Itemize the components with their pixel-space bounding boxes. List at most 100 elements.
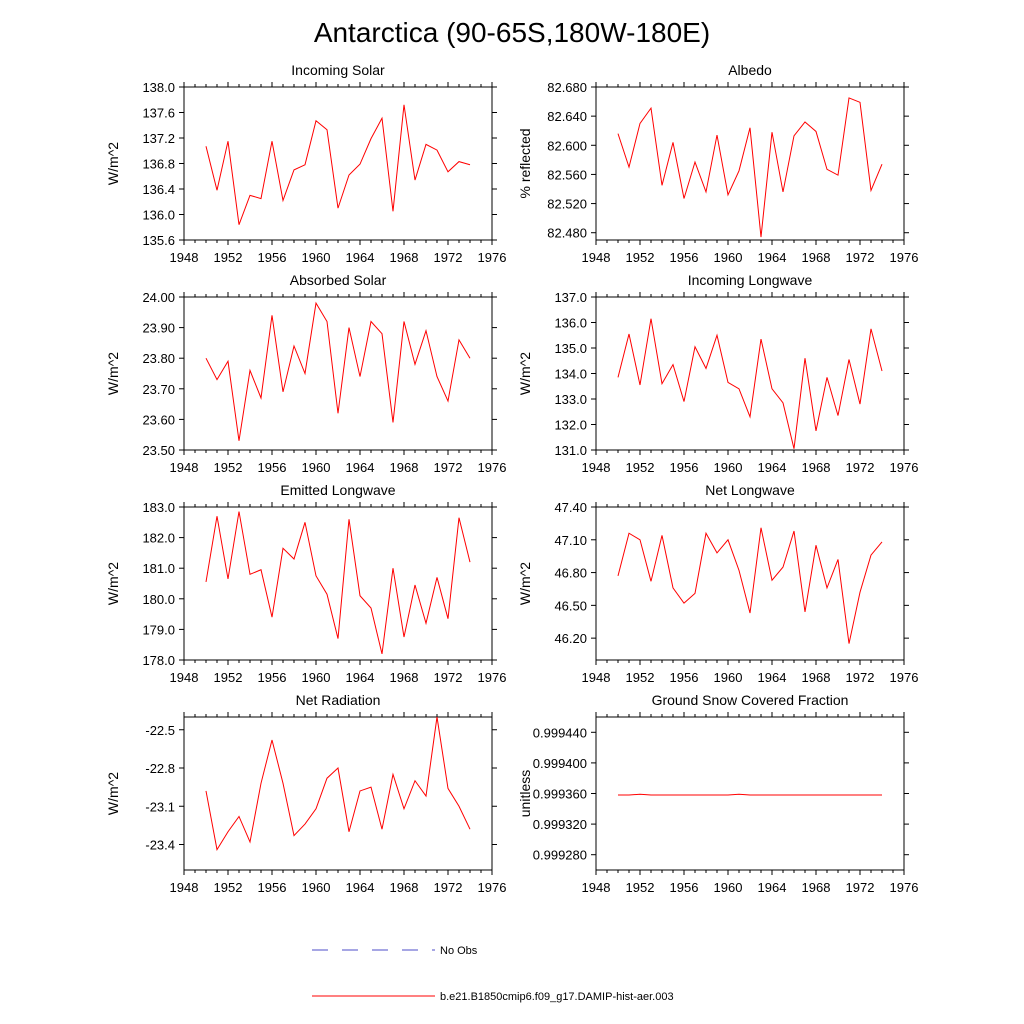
x-tick-label: 1956 (258, 460, 287, 475)
y-tick-label: 46.80 (554, 566, 587, 581)
y-axis-label: W/m^2 (105, 772, 121, 815)
y-tick-label: 23.70 (142, 382, 175, 397)
x-tick-label: 1948 (582, 460, 611, 475)
x-tick-label: 1952 (626, 880, 655, 895)
y-tick-label: 82.680 (547, 80, 587, 95)
y-tick-label: 138.0 (142, 80, 175, 95)
x-tick-label: 1976 (478, 670, 507, 685)
x-tick-label: 1968 (802, 670, 831, 685)
panel-title: Ground Snow Covered Fraction (652, 692, 849, 708)
legend: No Obs b.e21.B1850cmip6.f09_g17.DAMIP-hi… (312, 945, 674, 1003)
x-tick-label: 1956 (670, 250, 699, 265)
panel-title: Incoming Longwave (688, 272, 813, 288)
legend-model-label: b.e21.B1850cmip6.f09_g17.DAMIP-hist-aer.… (440, 991, 674, 1003)
y-tick-label: 0.999440 (533, 725, 587, 740)
x-tick-label: 1956 (258, 250, 287, 265)
x-tick-label: 1976 (890, 250, 919, 265)
chart-panel: Incoming Solar 1948 1952 1956 1960 1964 1968 19… (105, 62, 506, 265)
y-tick-label: 137.6 (142, 106, 175, 121)
x-tick-label: 1956 (258, 670, 287, 685)
y-tick-label: 23.90 (142, 321, 175, 336)
x-tick-label: 1964 (346, 670, 375, 685)
y-tick-label: 23.50 (142, 443, 175, 458)
x-tick-label: 1964 (758, 670, 787, 685)
x-tick-label: 1948 (170, 250, 199, 265)
y-tick-label: 82.520 (547, 197, 587, 212)
x-tick-label: 1948 (170, 460, 199, 475)
y-tick-label: 135.6 (142, 233, 175, 248)
y-tick-label: 0.999400 (533, 756, 587, 771)
x-tick-label: 1960 (714, 460, 743, 475)
x-tick-label: 1960 (714, 670, 743, 685)
x-tick-label: 1968 (802, 460, 831, 475)
chart-panel: Net Radiation 1948 1952 1956 1960 1964 1968 197… (105, 692, 506, 895)
x-tick-label: 1956 (670, 880, 699, 895)
y-axis-label: W/m^2 (105, 142, 121, 185)
x-tick-label: 1956 (258, 880, 287, 895)
plot-frame (595, 506, 905, 661)
x-tick-label: 1976 (478, 460, 507, 475)
y-axis-label: W/m^2 (517, 352, 533, 395)
y-tick-label: 137.0 (554, 290, 587, 305)
y-tick-label: 46.20 (554, 631, 587, 646)
y-axis-label: % reflected (517, 128, 533, 198)
y-tick-label: 82.480 (547, 226, 587, 241)
y-tick-label: 0.999280 (533, 848, 587, 863)
x-tick-label: 1948 (170, 880, 199, 895)
x-tick-label: 1964 (758, 250, 787, 265)
x-tick-label: 1948 (582, 250, 611, 265)
series-line (205, 716, 471, 851)
y-tick-label: 136.8 (142, 157, 175, 172)
y-tick-label: 137.2 (142, 131, 175, 146)
y-tick-label: -23.1 (145, 799, 175, 814)
plot-frame (183, 716, 493, 871)
panel-title: Absorbed Solar (290, 272, 387, 288)
y-tick-label: 82.640 (547, 109, 587, 124)
chart-panel: Albedo 1948 1952 1956 1960 1964 1968 1972 1976 82… (517, 62, 918, 265)
x-tick-label: 1972 (434, 880, 463, 895)
y-tick-label: -23.4 (145, 838, 175, 853)
chart-panel: Incoming Longwave 1948 1952 1956 1960 1964 196… (517, 272, 918, 475)
x-tick-label: 1968 (390, 460, 419, 475)
chart-panel: Net Longwave 1948 1952 1956 1960 1964 1968 1972… (517, 482, 918, 685)
y-axis-label: W/m^2 (105, 352, 121, 395)
panel-title: Net Longwave (705, 482, 795, 498)
x-tick-label: 1948 (170, 670, 199, 685)
series-line (617, 318, 883, 449)
series-line (205, 104, 471, 225)
x-tick-label: 1972 (846, 250, 875, 265)
x-tick-label: 1976 (890, 880, 919, 895)
x-tick-label: 1948 (582, 880, 611, 895)
plot-frame (183, 296, 493, 451)
x-tick-label: 1952 (626, 460, 655, 475)
series-line (617, 97, 883, 238)
y-tick-label: 136.4 (142, 182, 175, 197)
chart-panel: Emitted Longwave 1948 1952 1956 1960 1964 1968… (105, 482, 506, 685)
x-tick-label: 1948 (582, 670, 611, 685)
x-tick-label: 1964 (758, 460, 787, 475)
x-tick-label: 1964 (346, 250, 375, 265)
y-tick-label: 178.0 (142, 653, 175, 668)
x-tick-label: 1956 (670, 670, 699, 685)
y-tick-label: 183.0 (142, 500, 175, 515)
y-tick-label: 179.0 (142, 622, 175, 637)
y-tick-label: 182.0 (142, 531, 175, 546)
panel-title: Albedo (728, 62, 772, 78)
x-tick-label: 1968 (802, 250, 831, 265)
series-line (617, 527, 883, 644)
x-tick-label: 1960 (714, 250, 743, 265)
panel-title: Net Radiation (296, 692, 381, 708)
series-line (205, 511, 471, 654)
y-tick-label: 180.0 (142, 592, 175, 607)
y-tick-label: 0.999320 (533, 817, 587, 832)
plot-frame (183, 86, 493, 241)
x-tick-label: 1960 (302, 880, 331, 895)
y-tick-label: 82.560 (547, 167, 587, 182)
y-tick-label: 136.0 (142, 208, 175, 223)
x-tick-label: 1960 (302, 670, 331, 685)
y-tick-label: 46.50 (554, 598, 587, 613)
x-tick-label: 1972 (846, 880, 875, 895)
y-tick-label: 0.999360 (533, 787, 587, 802)
series-line (618, 793, 882, 796)
x-tick-label: 1972 (434, 250, 463, 265)
